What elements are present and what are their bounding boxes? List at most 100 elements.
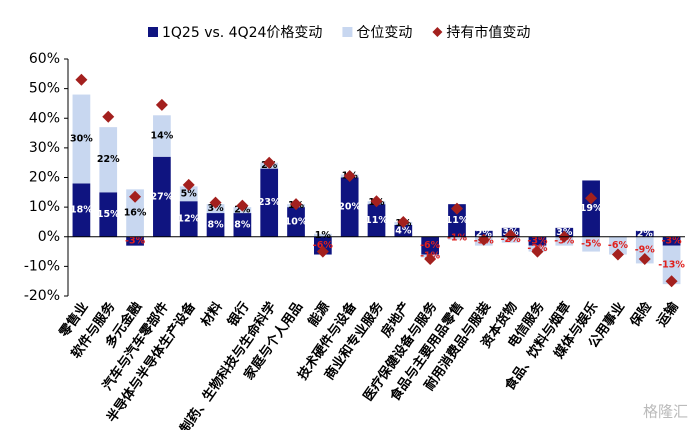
watermark: 格隆汇 bbox=[643, 403, 688, 421]
data-label: -1% bbox=[447, 233, 468, 244]
bar bbox=[179, 186, 198, 202]
data-label: 8% bbox=[207, 219, 224, 230]
x-tick-label: 运输 bbox=[654, 298, 683, 329]
marker bbox=[638, 252, 651, 265]
y-tick-label: -10% bbox=[24, 258, 60, 274]
data-label: 30% bbox=[70, 133, 93, 144]
bar bbox=[340, 177, 359, 237]
y-tick-label: 20% bbox=[29, 170, 60, 186]
bar bbox=[206, 213, 225, 237]
bar bbox=[126, 236, 144, 246]
bar bbox=[260, 168, 279, 237]
marker bbox=[75, 73, 88, 86]
marker bbox=[370, 195, 383, 208]
marker bbox=[343, 170, 356, 183]
x-tick-label: 材料 bbox=[198, 299, 226, 329]
marker bbox=[611, 248, 624, 261]
data-label: -13% bbox=[658, 259, 685, 270]
bar bbox=[448, 236, 466, 240]
data-label: 5% bbox=[181, 188, 198, 199]
marker bbox=[424, 252, 437, 265]
marker bbox=[665, 275, 678, 288]
bar bbox=[99, 127, 118, 193]
data-label: -6% bbox=[313, 240, 334, 251]
data-label: 23% bbox=[258, 197, 281, 208]
bar bbox=[367, 204, 386, 237]
bar bbox=[233, 213, 252, 237]
data-label: 22% bbox=[97, 154, 120, 165]
marker bbox=[263, 156, 276, 169]
y-tick-label: 0% bbox=[38, 229, 60, 245]
data-label: 18% bbox=[70, 205, 93, 216]
data-label: 12% bbox=[177, 213, 200, 224]
bar bbox=[72, 183, 91, 237]
bar bbox=[421, 236, 440, 255]
marker bbox=[209, 196, 222, 209]
data-label: 2% bbox=[637, 228, 654, 239]
data-label: 11% bbox=[365, 215, 388, 226]
marker bbox=[585, 192, 598, 205]
x-tick-label: 保险 bbox=[626, 298, 655, 330]
legend-label: 持有市值变动 bbox=[446, 24, 530, 41]
marker bbox=[102, 110, 115, 123]
bar bbox=[99, 192, 118, 237]
legend-swatch bbox=[148, 27, 158, 37]
data-label: 15% bbox=[97, 209, 120, 220]
data-label: -6% bbox=[608, 240, 629, 251]
bar bbox=[662, 245, 681, 285]
data-label: 2% bbox=[476, 228, 493, 239]
bar bbox=[528, 236, 547, 246]
bar bbox=[582, 180, 600, 237]
bar bbox=[635, 236, 654, 264]
bar bbox=[313, 233, 332, 237]
legend-marker bbox=[432, 27, 443, 37]
data-label: -3% bbox=[527, 236, 548, 247]
bar bbox=[72, 94, 91, 184]
marker bbox=[129, 190, 142, 203]
data-label: 19% bbox=[580, 203, 603, 214]
y-tick-label: 50% bbox=[29, 81, 60, 97]
bar bbox=[394, 224, 413, 237]
bar bbox=[153, 156, 171, 237]
y-tick-label: 30% bbox=[29, 140, 60, 156]
bar bbox=[609, 236, 627, 255]
bar bbox=[179, 201, 198, 237]
data-label: 16% bbox=[124, 208, 147, 219]
data-label: 8% bbox=[234, 219, 251, 230]
y-tick-label: 40% bbox=[29, 110, 60, 126]
data-label: 20% bbox=[338, 202, 361, 213]
marker bbox=[531, 245, 544, 258]
marker bbox=[450, 202, 463, 215]
marker bbox=[290, 198, 303, 211]
y-tick-label: 10% bbox=[29, 199, 60, 215]
data-label: -6% bbox=[420, 240, 441, 251]
data-label: -9% bbox=[635, 245, 656, 256]
legend-label: 1Q25 vs. 4Q24价格变动 bbox=[162, 25, 322, 41]
legend-label: 仓位变动 bbox=[356, 25, 412, 41]
data-label: 10% bbox=[285, 216, 308, 227]
marker bbox=[236, 199, 249, 212]
bar bbox=[582, 236, 600, 252]
marker bbox=[155, 98, 168, 111]
bar bbox=[635, 230, 654, 237]
marker bbox=[504, 229, 517, 242]
data-label: -3% bbox=[125, 236, 146, 247]
data-label: 4% bbox=[395, 225, 412, 236]
data-label: 14% bbox=[151, 131, 174, 142]
legend-swatch bbox=[342, 27, 353, 37]
data-label: -3% bbox=[662, 236, 683, 247]
data-label: 27% bbox=[151, 191, 174, 202]
data-label: -5% bbox=[581, 239, 602, 250]
y-tick-label: -20% bbox=[24, 288, 60, 304]
marker bbox=[316, 245, 329, 258]
marker bbox=[182, 178, 195, 191]
data-label: 11% bbox=[446, 215, 469, 226]
bar bbox=[153, 115, 171, 157]
bar bbox=[448, 204, 466, 237]
y-tick-label: 60% bbox=[29, 51, 60, 67]
marker bbox=[397, 215, 410, 228]
data-label: 1% bbox=[315, 230, 332, 241]
bar bbox=[287, 207, 305, 237]
data-label: 3% bbox=[207, 203, 224, 214]
